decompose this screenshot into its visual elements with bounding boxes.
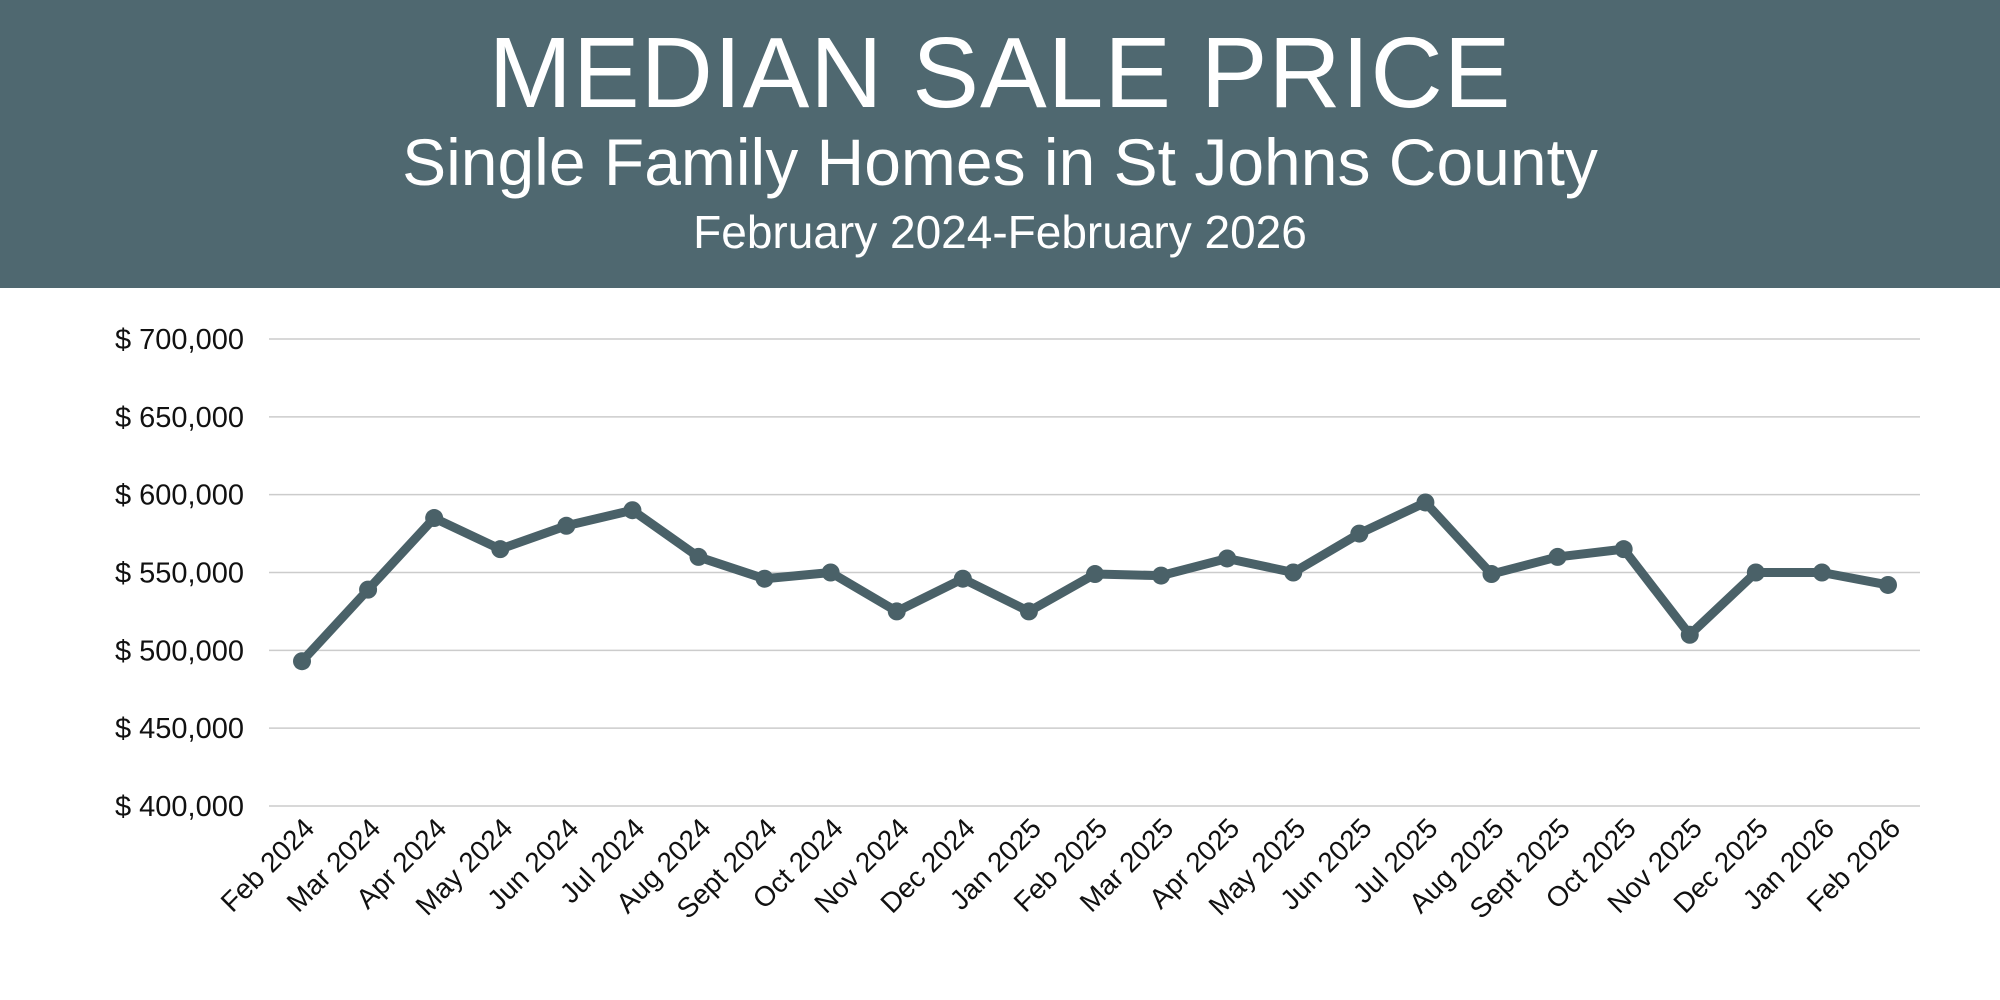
data-point bbox=[755, 569, 774, 588]
data-point bbox=[1879, 575, 1897, 594]
data-point bbox=[689, 547, 708, 566]
y-tick-label: $ 400,000 bbox=[115, 791, 244, 823]
y-tick-label: $ 500,000 bbox=[115, 635, 244, 667]
data-point bbox=[1086, 565, 1104, 584]
y-tick-label: $ 600,000 bbox=[115, 480, 244, 512]
chart-date-range: February 2024-February 2026 bbox=[693, 206, 1307, 258]
data-point bbox=[1482, 565, 1501, 584]
data-point bbox=[425, 509, 444, 528]
chart-title: MEDIAN SALE PRICE bbox=[488, 17, 1512, 129]
data-point bbox=[1218, 549, 1237, 568]
y-tick-label: $ 700,000 bbox=[115, 324, 244, 356]
y-tick-label: $ 650,000 bbox=[115, 402, 244, 434]
chart-header: MEDIAN SALE PRICE Single Family Homes in… bbox=[0, 0, 2000, 288]
y-tick-label: $ 550,000 bbox=[115, 558, 244, 590]
data-point bbox=[1284, 563, 1303, 582]
y-tick-label: $ 450,000 bbox=[115, 713, 244, 745]
data-point bbox=[623, 501, 642, 520]
data-point bbox=[953, 569, 972, 588]
data-point bbox=[1019, 602, 1038, 621]
data-point bbox=[293, 652, 311, 671]
data-point bbox=[557, 516, 576, 535]
chart-subtitle: Single Family Homes in St Johns County bbox=[402, 125, 1598, 199]
data-point bbox=[1680, 625, 1699, 644]
data-point bbox=[1416, 493, 1435, 512]
data-point bbox=[1350, 524, 1369, 543]
data-point bbox=[1812, 563, 1831, 582]
data-point bbox=[887, 602, 906, 621]
data-point bbox=[1152, 566, 1171, 585]
data-point bbox=[821, 563, 840, 582]
data-point bbox=[491, 540, 510, 559]
data-point bbox=[1614, 540, 1633, 559]
data-point bbox=[1746, 563, 1765, 582]
data-point bbox=[359, 580, 378, 599]
data-point bbox=[1548, 547, 1567, 566]
